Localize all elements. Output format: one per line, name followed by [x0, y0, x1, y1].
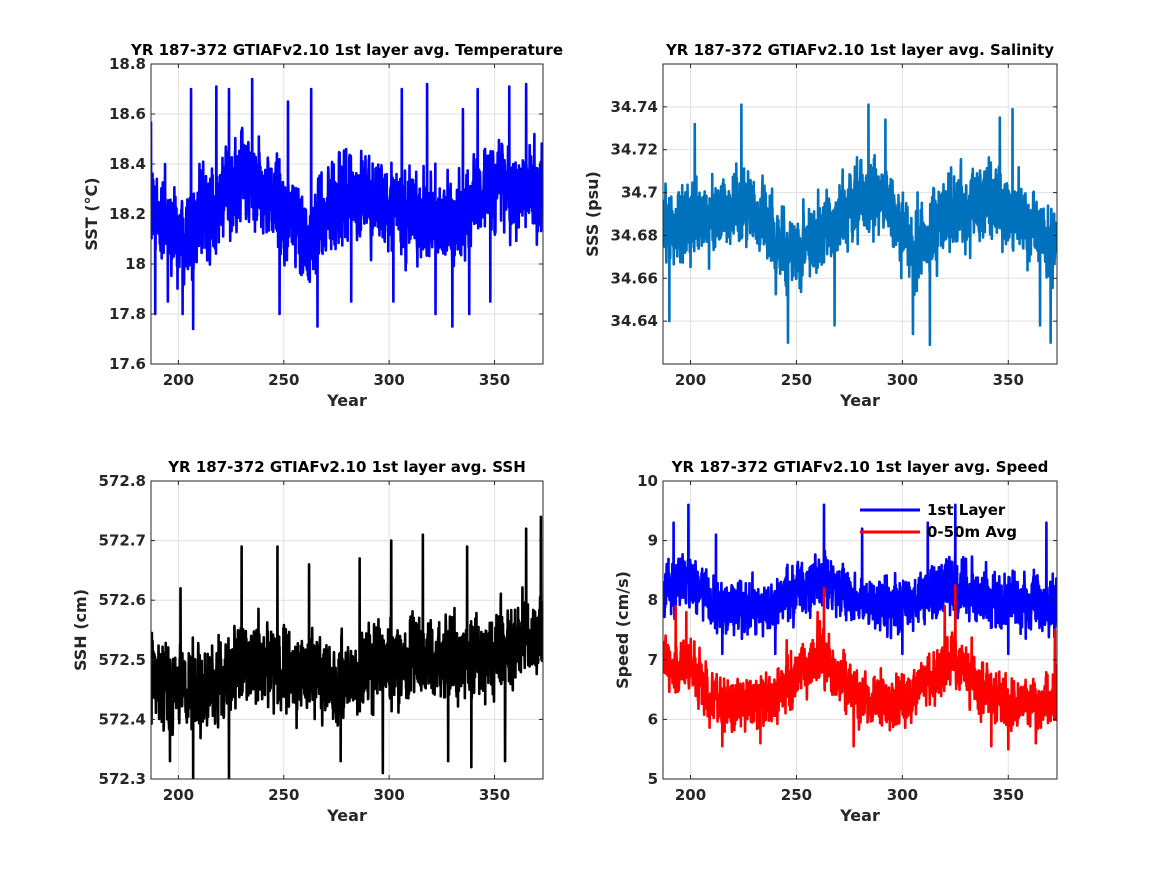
x-tick-label: 300 — [373, 786, 404, 804]
x-axis-label: Year — [839, 391, 880, 410]
y-tick-label: 34.68 — [611, 226, 658, 244]
y-tick-label: 17.6 — [109, 355, 146, 373]
x-tick-label: 200 — [675, 786, 706, 804]
x-tick-label: 300 — [887, 371, 918, 389]
x-axis-label: Year — [839, 806, 880, 825]
y-axis-label: SSH (cm) — [71, 589, 90, 671]
y-axis-label: SST (°C) — [82, 177, 101, 250]
legend-label: 0-50m Avg — [927, 523, 1017, 541]
subplot-ssh: 200 250 300 350 572.3 572.4 572.5 572.6 572.7 572… — [71, 458, 544, 825]
x-tick-label: 300 — [373, 371, 404, 389]
legend-label: 1st Layer — [927, 501, 1006, 519]
x-tick-label: 350 — [479, 371, 510, 389]
x-tick-label: 350 — [479, 786, 510, 804]
legend: 1st Layer 0-50m Avg — [860, 501, 1017, 541]
y-tick-label: 18.8 — [109, 55, 146, 73]
x-tick-label: 350 — [993, 371, 1024, 389]
y-tick-label: 572.6 — [99, 591, 146, 609]
y-tick-label: 34.66 — [611, 269, 658, 287]
x-tick-label: 250 — [268, 786, 299, 804]
series-line — [663, 103, 1057, 347]
y-tick-label: 5 — [648, 770, 658, 788]
y-tick-label: 34.7 — [621, 184, 658, 202]
subplot-title: YR 187-372 GTIAFv2.10 1st layer avg. Spe… — [671, 458, 1049, 476]
axes-background — [151, 481, 543, 779]
y-axis-label: Speed (cm/s) — [613, 571, 632, 689]
y-tick-label: 6 — [648, 710, 658, 728]
axes-box — [662, 63, 1058, 365]
axes-box — [150, 480, 544, 780]
series-line-1st-layer — [663, 503, 1057, 656]
subplot-title: YR 187-372 GTIAFv2.10 1st layer avg. Tem… — [130, 41, 563, 59]
y-tick-label: 34.64 — [611, 312, 658, 330]
y-tick-label: 18 — [125, 255, 146, 273]
x-tick-label: 350 — [993, 786, 1024, 804]
series-line-0-50m-avg — [663, 584, 1057, 751]
x-axis-label: Year — [326, 391, 367, 410]
y-tick-label: 18.4 — [109, 155, 146, 173]
y-tick-label: 8 — [648, 591, 658, 609]
y-tick-label: 572.4 — [99, 710, 146, 728]
series-line — [151, 77, 543, 331]
plot-area: 200 250 300 350 34.64 34.66 34.68 34.7 34.72 34.7… — [611, 63, 1058, 389]
x-tick-label: 200 — [163, 371, 194, 389]
y-tick-label: 572.7 — [99, 532, 146, 550]
x-tick-label: 200 — [675, 371, 706, 389]
y-tick-label: 572.5 — [99, 651, 146, 669]
subplot-title: YR 187-372 GTIAFv2.10 1st layer avg. SSH — [167, 458, 526, 476]
series-line — [151, 515, 543, 779]
axes-box — [662, 480, 1058, 780]
subplot-salinity: 200 250 300 350 34.64 34.66 34.68 34.7 34.72 34.7… — [583, 41, 1058, 410]
x-tick-label: 250 — [781, 371, 812, 389]
x-tick-label: 250 — [781, 786, 812, 804]
y-tick-label: 9 — [648, 532, 658, 550]
plot-area: 200 250 300 350 572.3 572.4 572.5 572.6 572.7 572… — [99, 472, 544, 804]
y-tick-label: 34.72 — [611, 141, 658, 159]
x-axis-label: Year — [326, 806, 367, 825]
y-tick-label: 7 — [648, 651, 658, 669]
y-tick-label: 18.2 — [109, 205, 146, 223]
x-tick-label: 300 — [887, 786, 918, 804]
plot-area: 200 250 300 350 5 6 7 8 9 10 — [637, 472, 1058, 804]
subplot-title: YR 187-372 GTIAFv2.10 1st layer avg. Sal… — [665, 41, 1054, 59]
y-tick-label: 572.3 — [99, 770, 146, 788]
y-tick-label: 18.6 — [109, 105, 146, 123]
y-tick-label: 17.8 — [109, 305, 146, 323]
x-tick-label: 250 — [268, 371, 299, 389]
y-tick-label: 10 — [637, 472, 658, 490]
plot-area: 200 250 300 350 17.6 17.8 18 18.2 18.4 18.6 18.8 — [109, 55, 544, 389]
subplot-temperature: 200 250 300 350 17.6 17.8 18 18.2 18.4 18.6 18.8 Y… — [82, 41, 563, 410]
subplot-speed: 200 250 300 350 5 6 7 8 9 10 YR 187-372 GTIAFv2.1… — [613, 458, 1058, 825]
y-tick-label: 572.8 — [99, 472, 146, 490]
y-tick-label: 34.74 — [611, 98, 658, 116]
y-axis-label: SSS (psu) — [583, 171, 602, 257]
x-tick-label: 200 — [163, 786, 194, 804]
